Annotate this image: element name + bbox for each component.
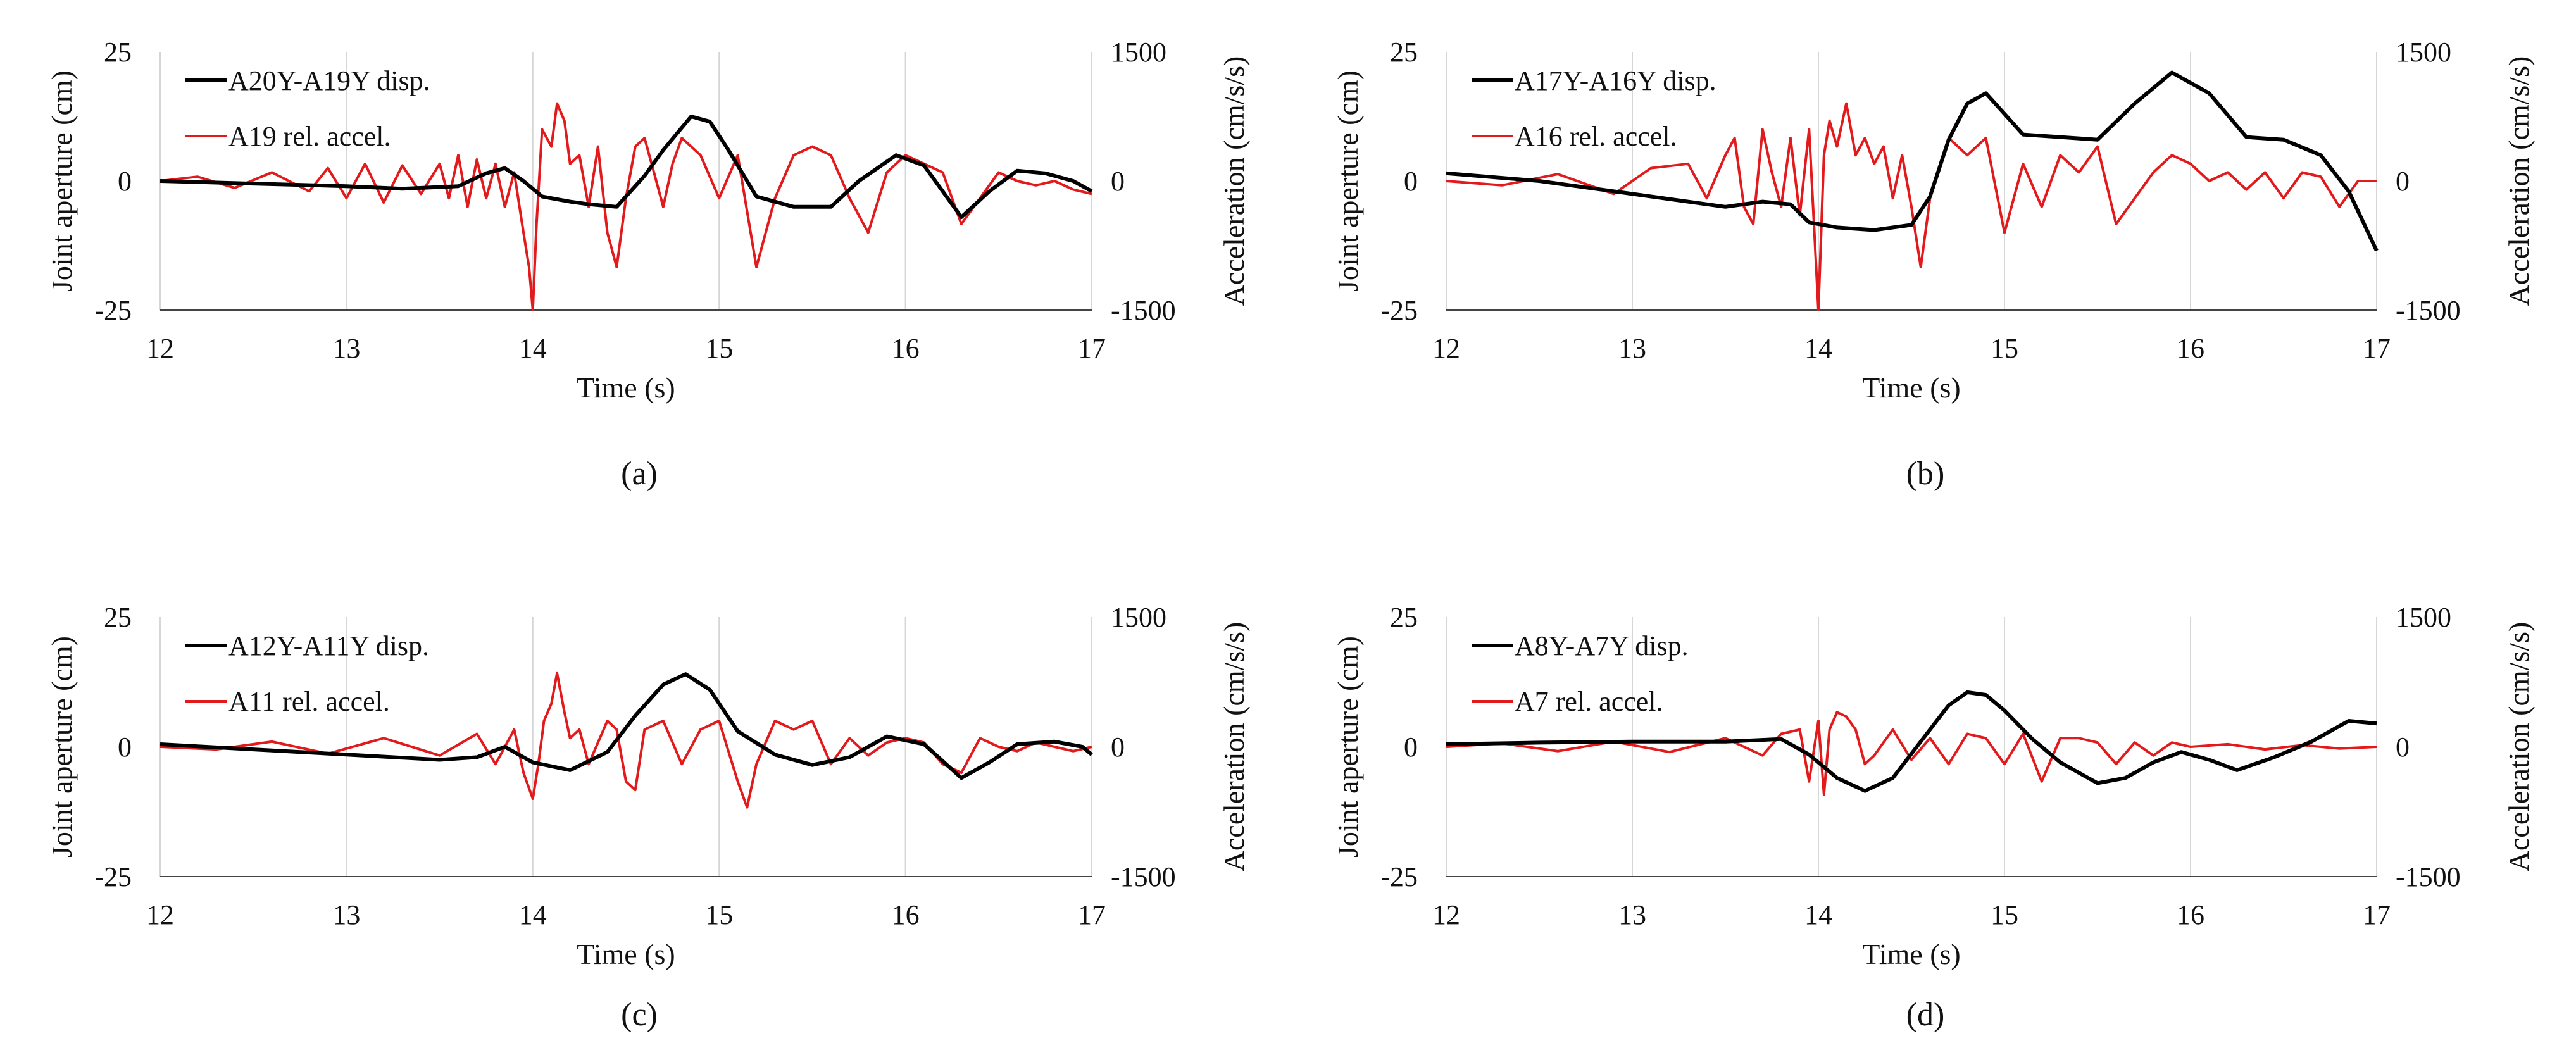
legend-entry: A12Y-A11Y disp. [228,630,429,661]
x-tick-label: 15 [1991,333,2018,364]
x-tick-label: 14 [519,333,547,364]
x-tick-label: 17 [1078,899,1106,930]
legend-entry: A7 rel. accel. [1515,686,1663,717]
x-axis-title: Time (s) [577,372,675,404]
legend-entry: A16 rel. accel. [1515,121,1677,152]
x-tick-label: 17 [2363,899,2391,930]
y2-tick-label: 1500 [2396,602,2451,633]
y2-tick-label: -1500 [1111,861,1176,892]
series-line-disp [159,672,1093,780]
y-tick-label: 0 [118,166,132,197]
series-line-disp [159,115,1093,220]
panel-label: (d) [1906,997,1945,1033]
x-tick-label: 13 [1618,899,1646,930]
y-tick-label: 25 [1390,37,1418,68]
y-tick-label: -25 [1380,861,1418,892]
legend-entry: A8Y-A7Y disp. [1515,630,1689,661]
series-line-disp [1446,690,2377,793]
x-tick-label: 15 [1991,899,2018,930]
y2-axis-title: Acceleration (cm/s/s) [2503,622,2535,872]
x-tick-label: 13 [332,333,360,364]
x-tick-label: 15 [705,333,733,364]
chart-panel-3: 12 13 14 15 16 17 -25 0 25 -1500 0 1500 Time (s) Join… [46,602,1250,970]
y2-tick-label: 1500 [1111,37,1166,68]
y-tick-label: 25 [1390,602,1418,633]
y2-tick-label: 0 [1111,732,1125,763]
y-axis-title: Joint aperture (cm) [46,70,78,292]
x-tick-label: 14 [519,899,547,930]
panel-label: (b) [1906,456,1945,492]
series-line-accel [1446,711,2377,796]
y2-axis-title: Acceleration (cm/s/s) [1218,622,1250,872]
x-tick-label: 17 [2363,333,2391,364]
panel-label: (c) [621,997,658,1033]
chart-panel-1: 12 13 14 15 16 17 -25 0 25 -1500 0 1500 Time (s) Join… [46,37,1250,404]
x-tick-label: 12 [146,333,174,364]
y-tick-label: -25 [94,295,132,326]
legend-entry: A17Y-A16Y disp. [1515,65,1716,96]
x-tick-label: 16 [892,333,920,364]
x-tick-label: 14 [1804,333,1832,364]
y2-tick-label: 0 [1111,166,1125,197]
x-tick-label: 13 [332,899,360,930]
legend-entry: A11 rel. accel. [228,686,390,717]
y-tick-label: 25 [104,37,132,68]
y-tick-label: 0 [118,732,132,763]
x-tick-label: 16 [2177,899,2204,930]
x-tick-label: 14 [1804,899,1832,930]
series-line-disp [1446,70,2379,252]
y2-tick-label: 1500 [2396,37,2451,68]
y2-tick-label: -1500 [2396,295,2461,326]
series-line-accel [159,671,1092,809]
y2-tick-label: 0 [2396,732,2410,763]
y-tick-label: -25 [1380,295,1418,326]
y-tick-label: 0 [1404,166,1418,197]
y2-axis-title: Acceleration (cm/s/s) [1218,56,1250,306]
y2-axis-title: Acceleration (cm/s/s) [2503,56,2535,306]
y2-tick-label: -1500 [2396,861,2461,892]
x-tick-label: 15 [705,899,733,930]
x-axis-title: Time (s) [1862,938,1961,970]
y2-tick-label: -1500 [1111,295,1176,326]
chart-panel-2: 12 13 14 15 16 17 -25 0 25 -1500 0 1500 Time (s) Join… [1332,37,2535,404]
series-line-accel [1446,102,2377,311]
legend-entry: A20Y-A19Y disp. [228,65,430,96]
y-axis-title: Joint aperture (cm) [46,636,78,858]
x-tick-label: 12 [1432,899,1460,930]
x-tick-label: 17 [1078,333,1106,364]
x-tick-label: 16 [892,899,920,930]
panel-label: (a) [621,456,658,492]
y-tick-label: -25 [94,861,132,892]
y2-tick-label: 1500 [1111,602,1166,633]
x-tick-label: 12 [146,899,174,930]
y-tick-label: 25 [104,602,132,633]
x-tick-label: 16 [2177,333,2204,364]
y-tick-label: 0 [1404,732,1418,763]
y-axis-title: Joint aperture (cm) [1332,70,1364,292]
x-axis-title: Time (s) [577,938,675,970]
series-line-accel [159,102,1092,311]
y2-tick-label: 0 [2396,166,2410,197]
x-axis-title: Time (s) [1862,372,1961,404]
chart-panel-4: 12 13 14 15 16 17 -25 0 25 -1500 0 1500 Time (s) Join… [1332,602,2535,970]
y-axis-title: Joint aperture (cm) [1332,636,1364,858]
x-tick-label: 12 [1432,333,1460,364]
x-tick-label: 13 [1618,333,1646,364]
legend-entry: A19 rel. accel. [228,121,391,152]
